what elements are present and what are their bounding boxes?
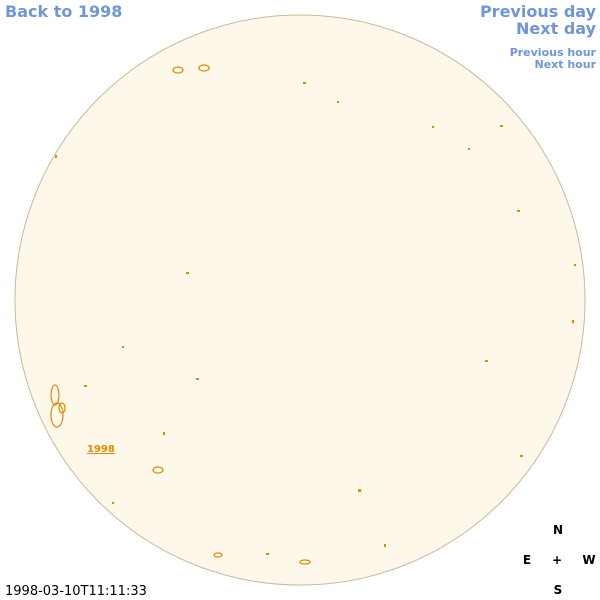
previous-hour-link[interactable]: Previous hour (510, 46, 597, 59)
compass-south: S (554, 583, 563, 597)
compass-east: E (523, 553, 531, 567)
compass-north: N (553, 523, 563, 537)
next-hour-link[interactable]: Next hour (535, 58, 597, 71)
back-link[interactable]: Back to 1998 (5, 2, 122, 21)
compass-center: + (552, 553, 562, 567)
timestamp: 1998-03-10T11:11:33 (5, 584, 147, 599)
compass-west: W (582, 553, 595, 567)
magnetic-contours (50, 64, 576, 565)
next-day-link[interactable]: Next day (516, 19, 597, 38)
region-link[interactable]: 1998 (87, 444, 115, 455)
solar-disk (14, 14, 586, 586)
previous-day-link[interactable]: Previous day (480, 2, 597, 21)
